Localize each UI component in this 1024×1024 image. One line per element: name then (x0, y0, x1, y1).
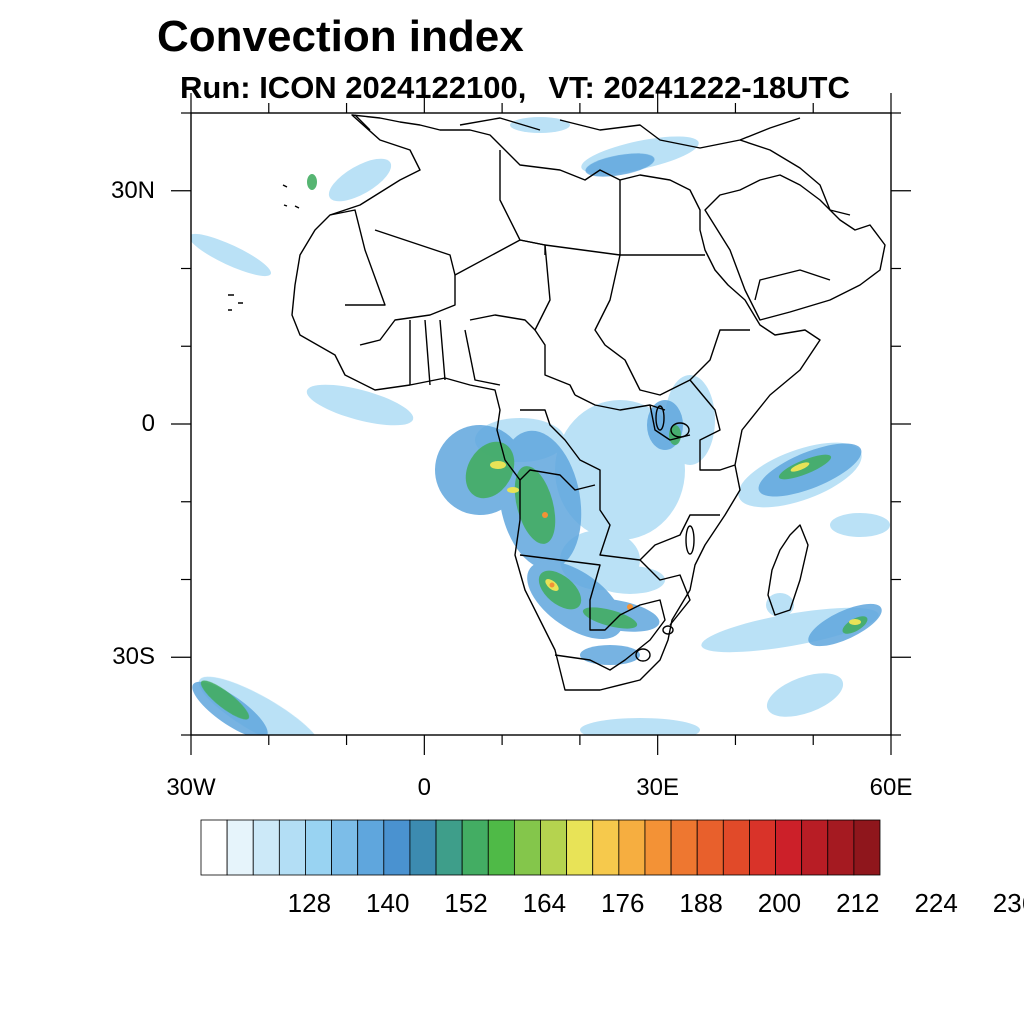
colorbar-swatch (618, 819, 646, 876)
latitude-label: 30S (112, 643, 155, 671)
colorbar-tick-label: 128 (287, 888, 332, 918)
colorbar-swatch (409, 819, 437, 876)
colorbar-tick-label: 164 (522, 888, 567, 918)
colorbar-tick-label: 224 (914, 888, 958, 918)
map-title: Convection index (157, 12, 524, 61)
colorbar-swatch (305, 819, 332, 876)
colorbar-tick-label: 212 (836, 888, 880, 918)
latitude-label: 0 (141, 410, 155, 437)
longitude-label: 30W (166, 774, 216, 801)
valid-time-label: VT: 20241222-18UTC (548, 70, 850, 105)
colorbar-swatch (331, 819, 359, 876)
longitude-label: 60E (869, 774, 913, 801)
colorbar-swatch (226, 819, 254, 876)
longitude-label: 0 (417, 774, 432, 801)
colorbar-tick-label: 176 (601, 888, 645, 918)
colorbar-swatch (383, 819, 411, 876)
convection-shading (191, 117, 890, 735)
colorbar-swatch (749, 819, 776, 876)
colorbar-tick-label: 200 (757, 888, 802, 918)
colorbar-swatch (670, 819, 698, 876)
colorbar-tick-label: 152 (444, 888, 488, 918)
colorbar-swatch (278, 819, 306, 876)
colorbar-tick-label: 188 (679, 888, 723, 918)
colorbar-tick-label: 140 (366, 888, 410, 918)
colorbar-swatch (252, 819, 280, 876)
colorbar-swatch (827, 819, 855, 876)
colorbar-swatch (487, 819, 515, 876)
colorbar-swatch (644, 819, 672, 876)
colorbar-swatch (696, 819, 724, 876)
map-subtitle: Run: ICON 2024122100, VT: 20241222-18UTC (180, 70, 850, 106)
colorbar-swatch (435, 819, 463, 876)
coastlines-borders (228, 114, 886, 691)
colorbar-swatch (801, 819, 829, 876)
colorbar-swatch (722, 819, 750, 876)
colorbar-swatch (200, 819, 228, 876)
axis-ticks (171, 93, 911, 755)
colorbar-swatch (540, 819, 568, 876)
colorbar-swatch (513, 819, 541, 876)
longitude-label: 30E (636, 774, 680, 801)
colorbar-swatch (461, 819, 489, 876)
colorbar-swatch (592, 819, 620, 876)
colorbar-swatch (357, 819, 385, 876)
colorbar-tick-label: 236 (992, 888, 1024, 918)
latitude-label: 30N (110, 176, 155, 204)
colorbar-swatch (566, 819, 594, 876)
run-label: Run: ICON 2024122100, (180, 70, 527, 105)
colorbar-swatch (853, 819, 881, 876)
colorbar-swatch (775, 819, 803, 876)
colorbar-labels: 128 140 152 164 176 188 200 212 224 236 (0, 888, 1024, 920)
colorbar (200, 819, 881, 876)
